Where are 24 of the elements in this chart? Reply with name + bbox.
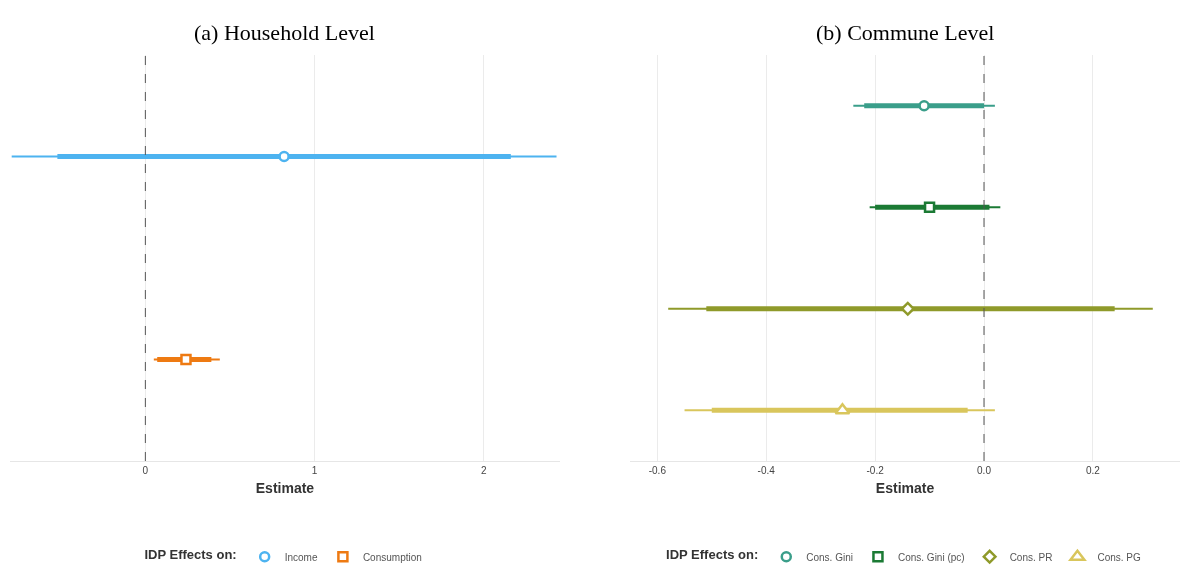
legend-label: Cons. PR [1009, 551, 1053, 563]
x-tick-label: -0.4 [757, 465, 776, 476]
x-axis-title: Estimate [875, 480, 935, 497]
legend-label: Cons. Gini (pc) [897, 551, 965, 563]
legend-label: Income [284, 551, 318, 563]
legend-label: Cons. PG [1097, 551, 1142, 563]
x-tick-label: -0.6 [648, 465, 667, 476]
x-tick-label: 2 [480, 465, 487, 476]
point [900, 301, 915, 316]
legend-title: IDP Effects on: [144, 547, 237, 563]
chart-title: (b) Commune Level [816, 20, 995, 45]
legend-title: IDP Effects on: [666, 547, 759, 563]
x-tick-label: -0.2 [866, 465, 885, 476]
x-tick-label: 0.2 [1085, 465, 1101, 476]
x-tick-label: 0 [142, 465, 149, 476]
chart-title: (a) Household Level [194, 20, 375, 45]
x-tick-label: 0.0 [977, 465, 992, 476]
legend-label: Consumption [362, 551, 422, 563]
point [834, 403, 851, 415]
x-tick-label: 1 [311, 465, 318, 476]
point [923, 201, 936, 213]
point [918, 100, 930, 112]
legend-label: Cons. Gini [806, 551, 853, 563]
x-axis-title: Estimate [255, 480, 315, 497]
